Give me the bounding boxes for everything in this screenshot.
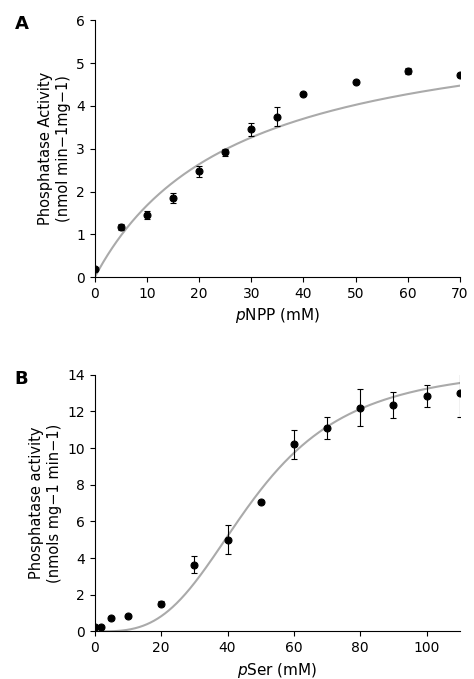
X-axis label: $p$Ser (mM): $p$Ser (mM) xyxy=(237,661,318,679)
X-axis label: $p$NPP (mM): $p$NPP (mM) xyxy=(235,306,320,325)
Y-axis label: Phosphatase Activity
(nmol min−1mg−1): Phosphatase Activity (nmol min−1mg−1) xyxy=(38,72,71,225)
Text: B: B xyxy=(15,369,28,388)
Text: A: A xyxy=(15,15,28,33)
Y-axis label: Phosphatase activity
(nmols mg−1 min−1): Phosphatase activity (nmols mg−1 min−1) xyxy=(29,424,62,583)
